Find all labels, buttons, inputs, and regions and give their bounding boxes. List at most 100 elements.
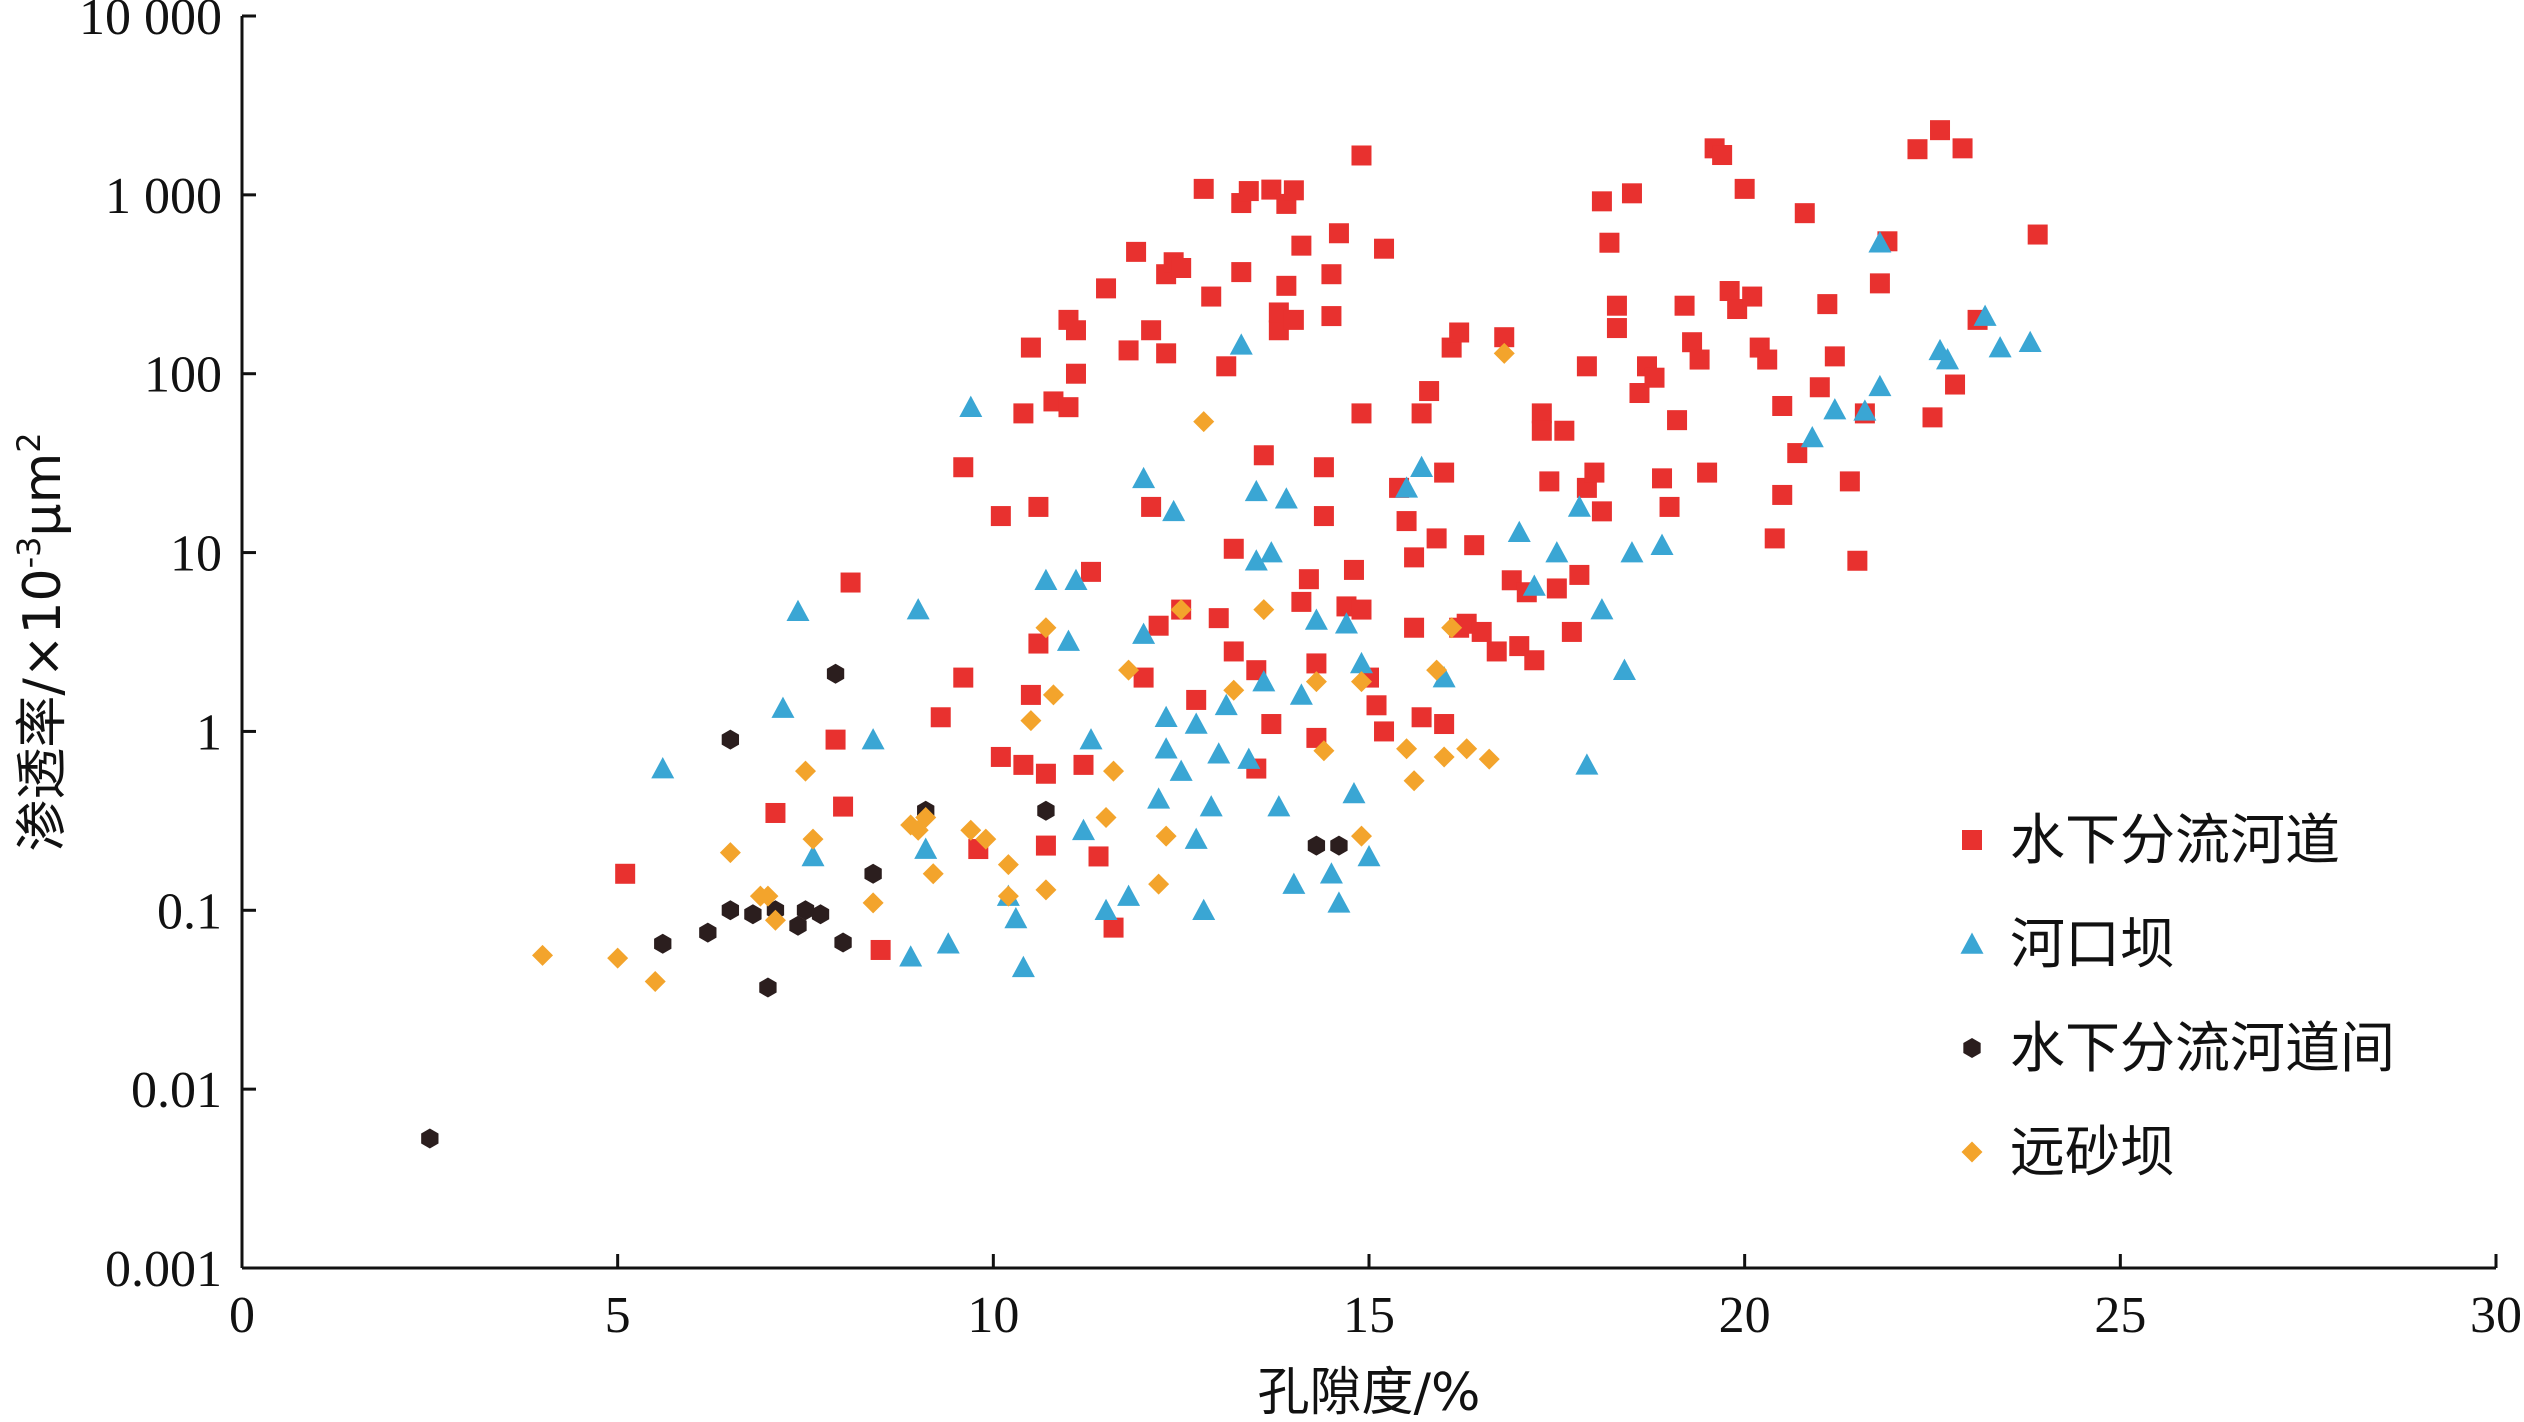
data-point	[1531, 403, 1552, 424]
data-point	[1823, 398, 1847, 420]
data-point	[1682, 332, 1703, 353]
data-point	[1307, 835, 1326, 856]
data-point	[1088, 846, 1109, 867]
data-point	[1208, 608, 1229, 629]
data-point	[1988, 336, 2012, 358]
y-tick-label: 0.001	[105, 1241, 222, 1298]
data-point	[1650, 533, 1674, 555]
data-point	[1328, 223, 1349, 244]
data-point	[1374, 721, 1395, 742]
x-tick-label: 5	[605, 1287, 631, 1344]
data-point	[1659, 496, 1680, 517]
data-point	[789, 915, 807, 936]
data-point	[1667, 410, 1688, 431]
data-point	[1396, 738, 1418, 760]
data-point	[1868, 374, 1892, 397]
y-ticks: 0.001 0.01 0.1 1 10 100 1 000 10 000	[79, 0, 256, 1298]
y-tick-label: 100	[144, 347, 222, 404]
data-point	[1441, 617, 1463, 639]
data-point	[1020, 684, 1041, 705]
data-point	[1155, 825, 1177, 847]
data-point	[861, 728, 885, 750]
data-point	[1493, 342, 1515, 364]
data-point	[744, 904, 762, 925]
data-point	[1366, 695, 1387, 716]
data-point	[654, 933, 672, 954]
data-point	[1276, 275, 1297, 296]
data-point	[1772, 395, 1793, 416]
data-point	[840, 572, 861, 593]
data-point	[1306, 653, 1327, 674]
data-point	[899, 945, 923, 967]
data-point	[1071, 818, 1095, 841]
data-point	[1419, 381, 1440, 402]
data-point	[1576, 477, 1597, 498]
data-point	[1404, 617, 1425, 638]
x-ticks: 0 5 10 15 20 25 30	[229, 1254, 2522, 1344]
data-point	[1291, 591, 1312, 612]
legend-marker	[1960, 932, 1984, 954]
data-point	[997, 854, 1019, 876]
data-point	[796, 900, 815, 921]
data-point	[2018, 330, 2042, 352]
data-point	[1223, 641, 1244, 662]
data-point	[1432, 666, 1456, 688]
data-point	[1591, 191, 1612, 212]
data-point	[825, 729, 846, 750]
legend-label: 河口坝	[2010, 912, 2175, 976]
data-point	[1351, 599, 1372, 620]
data-point	[1800, 425, 1824, 448]
data-point	[1620, 541, 1644, 563]
x-tick-label: 30	[2470, 1287, 2522, 1344]
data-point	[1118, 340, 1139, 361]
data-point	[826, 663, 845, 684]
data-point	[615, 863, 636, 884]
data-point	[1350, 671, 1372, 693]
y-axis-title-exponent: -3	[10, 536, 48, 568]
data-point	[960, 819, 982, 841]
series-2-points	[421, 663, 1348, 1149]
data-point	[1621, 183, 1642, 204]
data-point	[1945, 374, 1966, 395]
data-point	[1193, 411, 1215, 433]
data-point	[759, 977, 777, 998]
data-point	[1184, 827, 1208, 849]
data-point	[1132, 622, 1156, 644]
data-point	[1064, 568, 1088, 591]
data-point	[1147, 787, 1171, 809]
data-point	[1434, 462, 1455, 483]
x-tick-label: 25	[2094, 1287, 2146, 1344]
data-point	[1456, 738, 1478, 760]
data-point	[1268, 302, 1289, 323]
data-point	[1403, 770, 1425, 792]
data-point	[1065, 363, 1086, 384]
data-point	[1298, 569, 1319, 590]
data-point	[1231, 262, 1252, 283]
data-point	[1096, 278, 1117, 299]
data-point	[771, 696, 795, 718]
data-point	[1261, 179, 1282, 200]
data-points	[421, 120, 2048, 1149]
data-point	[1282, 872, 1306, 894]
series-0-points	[615, 120, 2048, 960]
data-point	[1132, 466, 1156, 489]
legend-marker	[1962, 830, 1982, 850]
data-point	[1223, 679, 1245, 701]
data-point	[1043, 391, 1064, 412]
data-point	[1351, 403, 1372, 424]
data-point	[719, 842, 741, 864]
data-point	[1652, 468, 1673, 489]
data-point	[1313, 740, 1335, 762]
data-point	[1847, 550, 1868, 571]
data-point	[1787, 443, 1808, 464]
data-point	[1035, 879, 1057, 901]
data-point	[651, 757, 675, 779]
data-point	[1433, 746, 1455, 768]
data-point	[1426, 528, 1447, 549]
data-point	[764, 909, 786, 931]
data-point	[1456, 613, 1477, 634]
data-point	[1259, 541, 1283, 563]
data-point	[990, 746, 1011, 767]
data-point	[1719, 281, 1740, 302]
data-point	[1606, 295, 1627, 316]
